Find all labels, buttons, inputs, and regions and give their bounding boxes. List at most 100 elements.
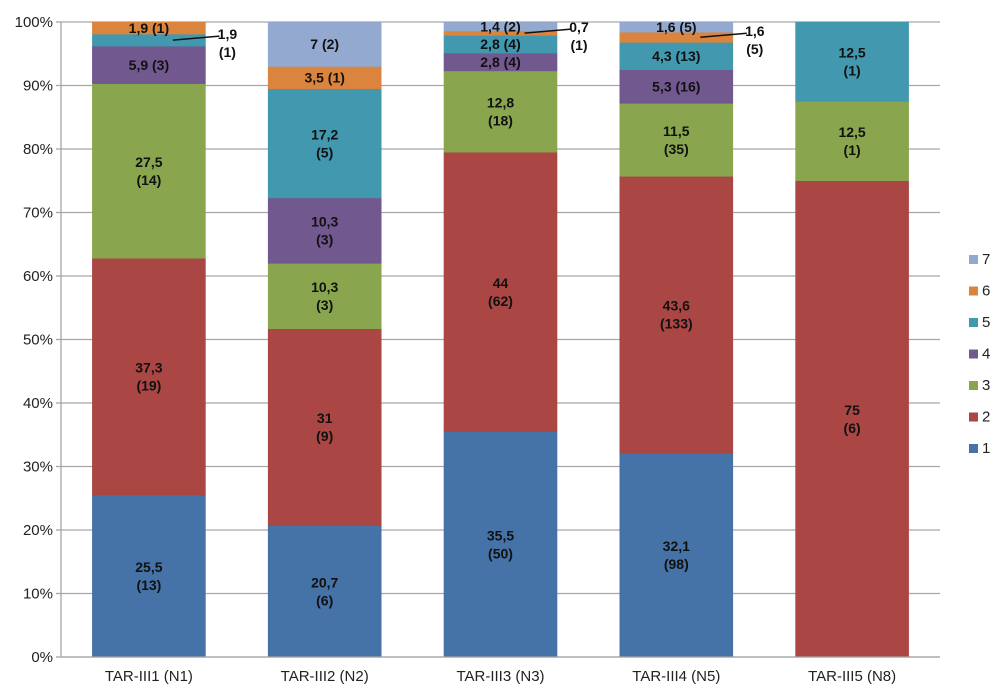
data-label: 31 (9) [316, 410, 333, 444]
x-axis: TAR-III1 (N1) TAR-III2 (N2) TAR-III3 (N3) T… [61, 656, 940, 685]
y-tick-label: 10% [23, 586, 53, 603]
data-label: 32,1 (98) [663, 538, 690, 572]
legend-label: 4 [982, 346, 990, 363]
data-label: 1,9 (1) [218, 26, 238, 60]
data-label: 5,9 (3) [129, 57, 169, 73]
bar-segment-3 [92, 83, 206, 259]
bar-segment-2 [92, 257, 206, 496]
leader-line [700, 32, 747, 38]
bar-segment-2 [795, 180, 909, 658]
bar-segment-3 [267, 262, 382, 330]
legend-item-4: 4 [969, 346, 990, 363]
data-label: 12,5 (1) [838, 124, 865, 158]
y-tick-label: 90% [23, 78, 53, 95]
data-label: 43,6 (133) [660, 298, 693, 332]
y-tick-label: 30% [23, 459, 53, 476]
x-tick-label: TAR-III1 (N1) [105, 668, 193, 685]
legend-swatch [969, 381, 978, 390]
y-tick-label: 40% [23, 395, 53, 412]
bar-segment-1 [619, 452, 734, 658]
leader-line [172, 35, 220, 41]
data-label: 1,6 (5) [656, 19, 696, 35]
y-tick-label: 50% [23, 332, 53, 349]
data-label: 12,5 (1) [838, 45, 865, 79]
legend-item-6: 6 [969, 283, 990, 300]
y-axis: 0% 10% 20% 30% 40% 50% 60% 70% 80% 90% 100% [15, 14, 62, 666]
data-label: 10,3 (3) [311, 214, 338, 248]
legend-swatch [969, 444, 978, 453]
bar-segment-5 [795, 21, 909, 102]
y-tick-label: 70% [23, 205, 53, 222]
legend-swatch [969, 286, 978, 296]
data-label: 1,4 (2) [480, 18, 520, 34]
legend-label: 2 [982, 409, 990, 426]
y-tick-label: 20% [23, 522, 53, 539]
legend-label: 7 [982, 251, 990, 268]
data-label: 1,9 (1) [129, 20, 169, 36]
legend-swatch [969, 318, 978, 327]
bars [92, 21, 909, 658]
bar-segment-5 [267, 88, 382, 199]
legend-swatch [969, 255, 978, 264]
data-label: 1,6 (5) [745, 23, 765, 57]
legend-label: 6 [982, 283, 990, 300]
data-label: 20,7 (6) [311, 574, 338, 608]
data-label: 25,5 (13) [135, 559, 162, 593]
bar-segment-6 [92, 21, 206, 35]
y-tick-label: 60% [23, 268, 53, 285]
y-tick-label: 100% [15, 14, 53, 31]
data-label: 37,3 (19) [135, 360, 162, 394]
data-label: 75 (6) [844, 402, 861, 436]
bar-segment-7 [619, 21, 734, 33]
data-label: 10,3 (3) [311, 279, 338, 313]
legend-swatch [969, 349, 978, 359]
leader-line [524, 28, 572, 34]
data-labels: 25,5 (13) 37,3 (19) 27,5 (14) 5,9 (3) 1,9 (1) 1,9… [129, 18, 866, 608]
legend-label: 1 [982, 440, 990, 457]
bar-segment-1 [267, 525, 382, 658]
legend-item-5: 5 [969, 314, 990, 331]
x-tick-label: TAR-III4 (N5) [632, 668, 720, 685]
data-label: 11,5 (35) [663, 123, 690, 157]
bar-segment-2 [443, 151, 558, 432]
data-label: 7 (2) [310, 36, 339, 52]
bar-segment-4 [619, 69, 734, 104]
legend: 7 6 5 4 3 2 1 [969, 251, 990, 457]
bar-segment-7 [267, 21, 382, 67]
x-tick-label: TAR-III3 (N3) [456, 668, 544, 685]
data-label: 4,3 (13) [652, 48, 700, 64]
data-label: 0,7 (1) [569, 19, 589, 53]
data-label: 27,5 (14) [135, 154, 162, 188]
bar-segment-4 [92, 45, 206, 84]
bar-segment-2 [267, 328, 382, 526]
data-label: 3,5 (1) [304, 70, 344, 86]
bar-segment-2 [619, 176, 734, 454]
bar-segment-3 [795, 101, 909, 182]
data-label: 2,8 (4) [480, 54, 520, 70]
legend-item-1: 1 [969, 440, 990, 457]
bar-segment-4 [267, 197, 382, 264]
legend-swatch [969, 412, 978, 422]
y-tick-label: 80% [23, 141, 53, 158]
bar-segment-1 [92, 494, 206, 658]
bar-segment-3 [443, 70, 558, 153]
legend-item-7: 7 [969, 251, 990, 268]
data-label: 2,8 (4) [480, 36, 520, 52]
bar-segment-1 [443, 431, 558, 658]
x-tick-label: TAR-III2 (N2) [281, 668, 369, 685]
y-tick-label: 0% [31, 649, 53, 666]
bar-segment-7 [443, 21, 558, 32]
legend-label: 3 [982, 377, 990, 394]
data-label: 35,5 (50) [487, 527, 514, 561]
bar-segment-5 [619, 42, 734, 70]
legend-item-2: 2 [969, 409, 990, 426]
data-label: 44 (62) [488, 275, 513, 309]
legend-item-3: 3 [969, 377, 990, 394]
data-label: 17,2 (5) [311, 126, 338, 160]
data-label: 5,3 (16) [652, 78, 700, 94]
x-tick-label: TAR-III5 (N8) [808, 668, 896, 685]
bar-segment-3 [619, 102, 734, 177]
data-label: 12,8 (18) [487, 95, 514, 129]
legend-label: 5 [982, 314, 990, 331]
